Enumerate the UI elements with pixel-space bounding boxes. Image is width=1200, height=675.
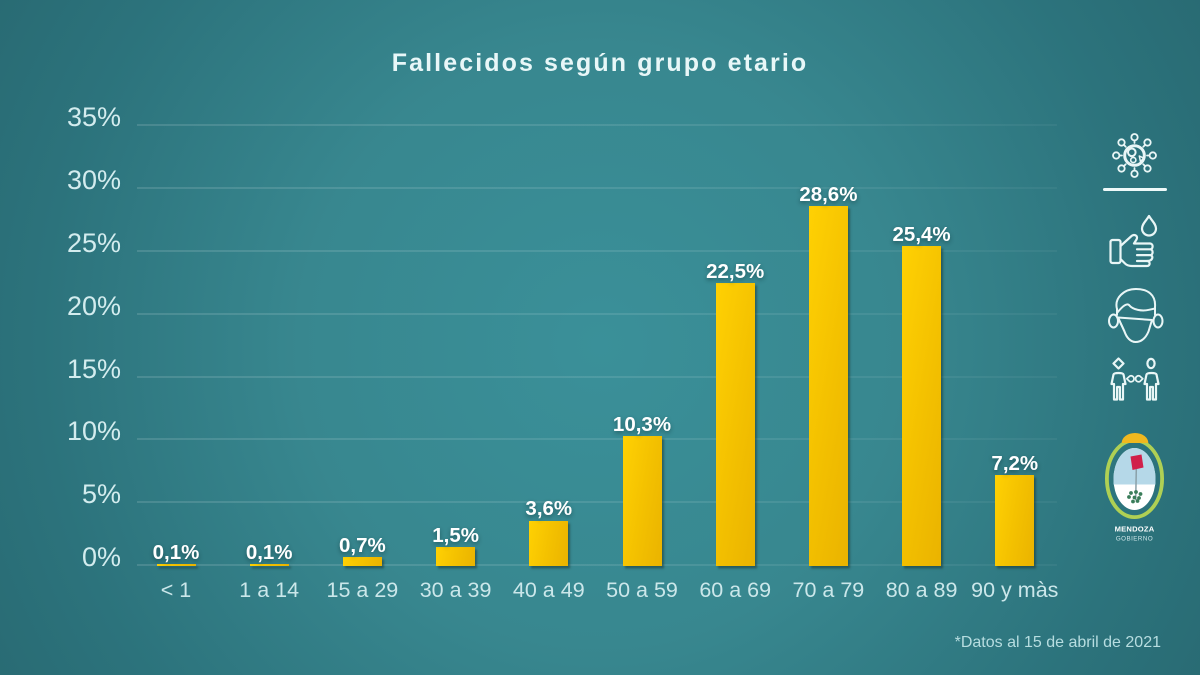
svg-text:GOBIERNO: GOBIERNO <box>1116 536 1153 543</box>
svg-text:MENDOZA: MENDOZA <box>1115 525 1155 534</box>
